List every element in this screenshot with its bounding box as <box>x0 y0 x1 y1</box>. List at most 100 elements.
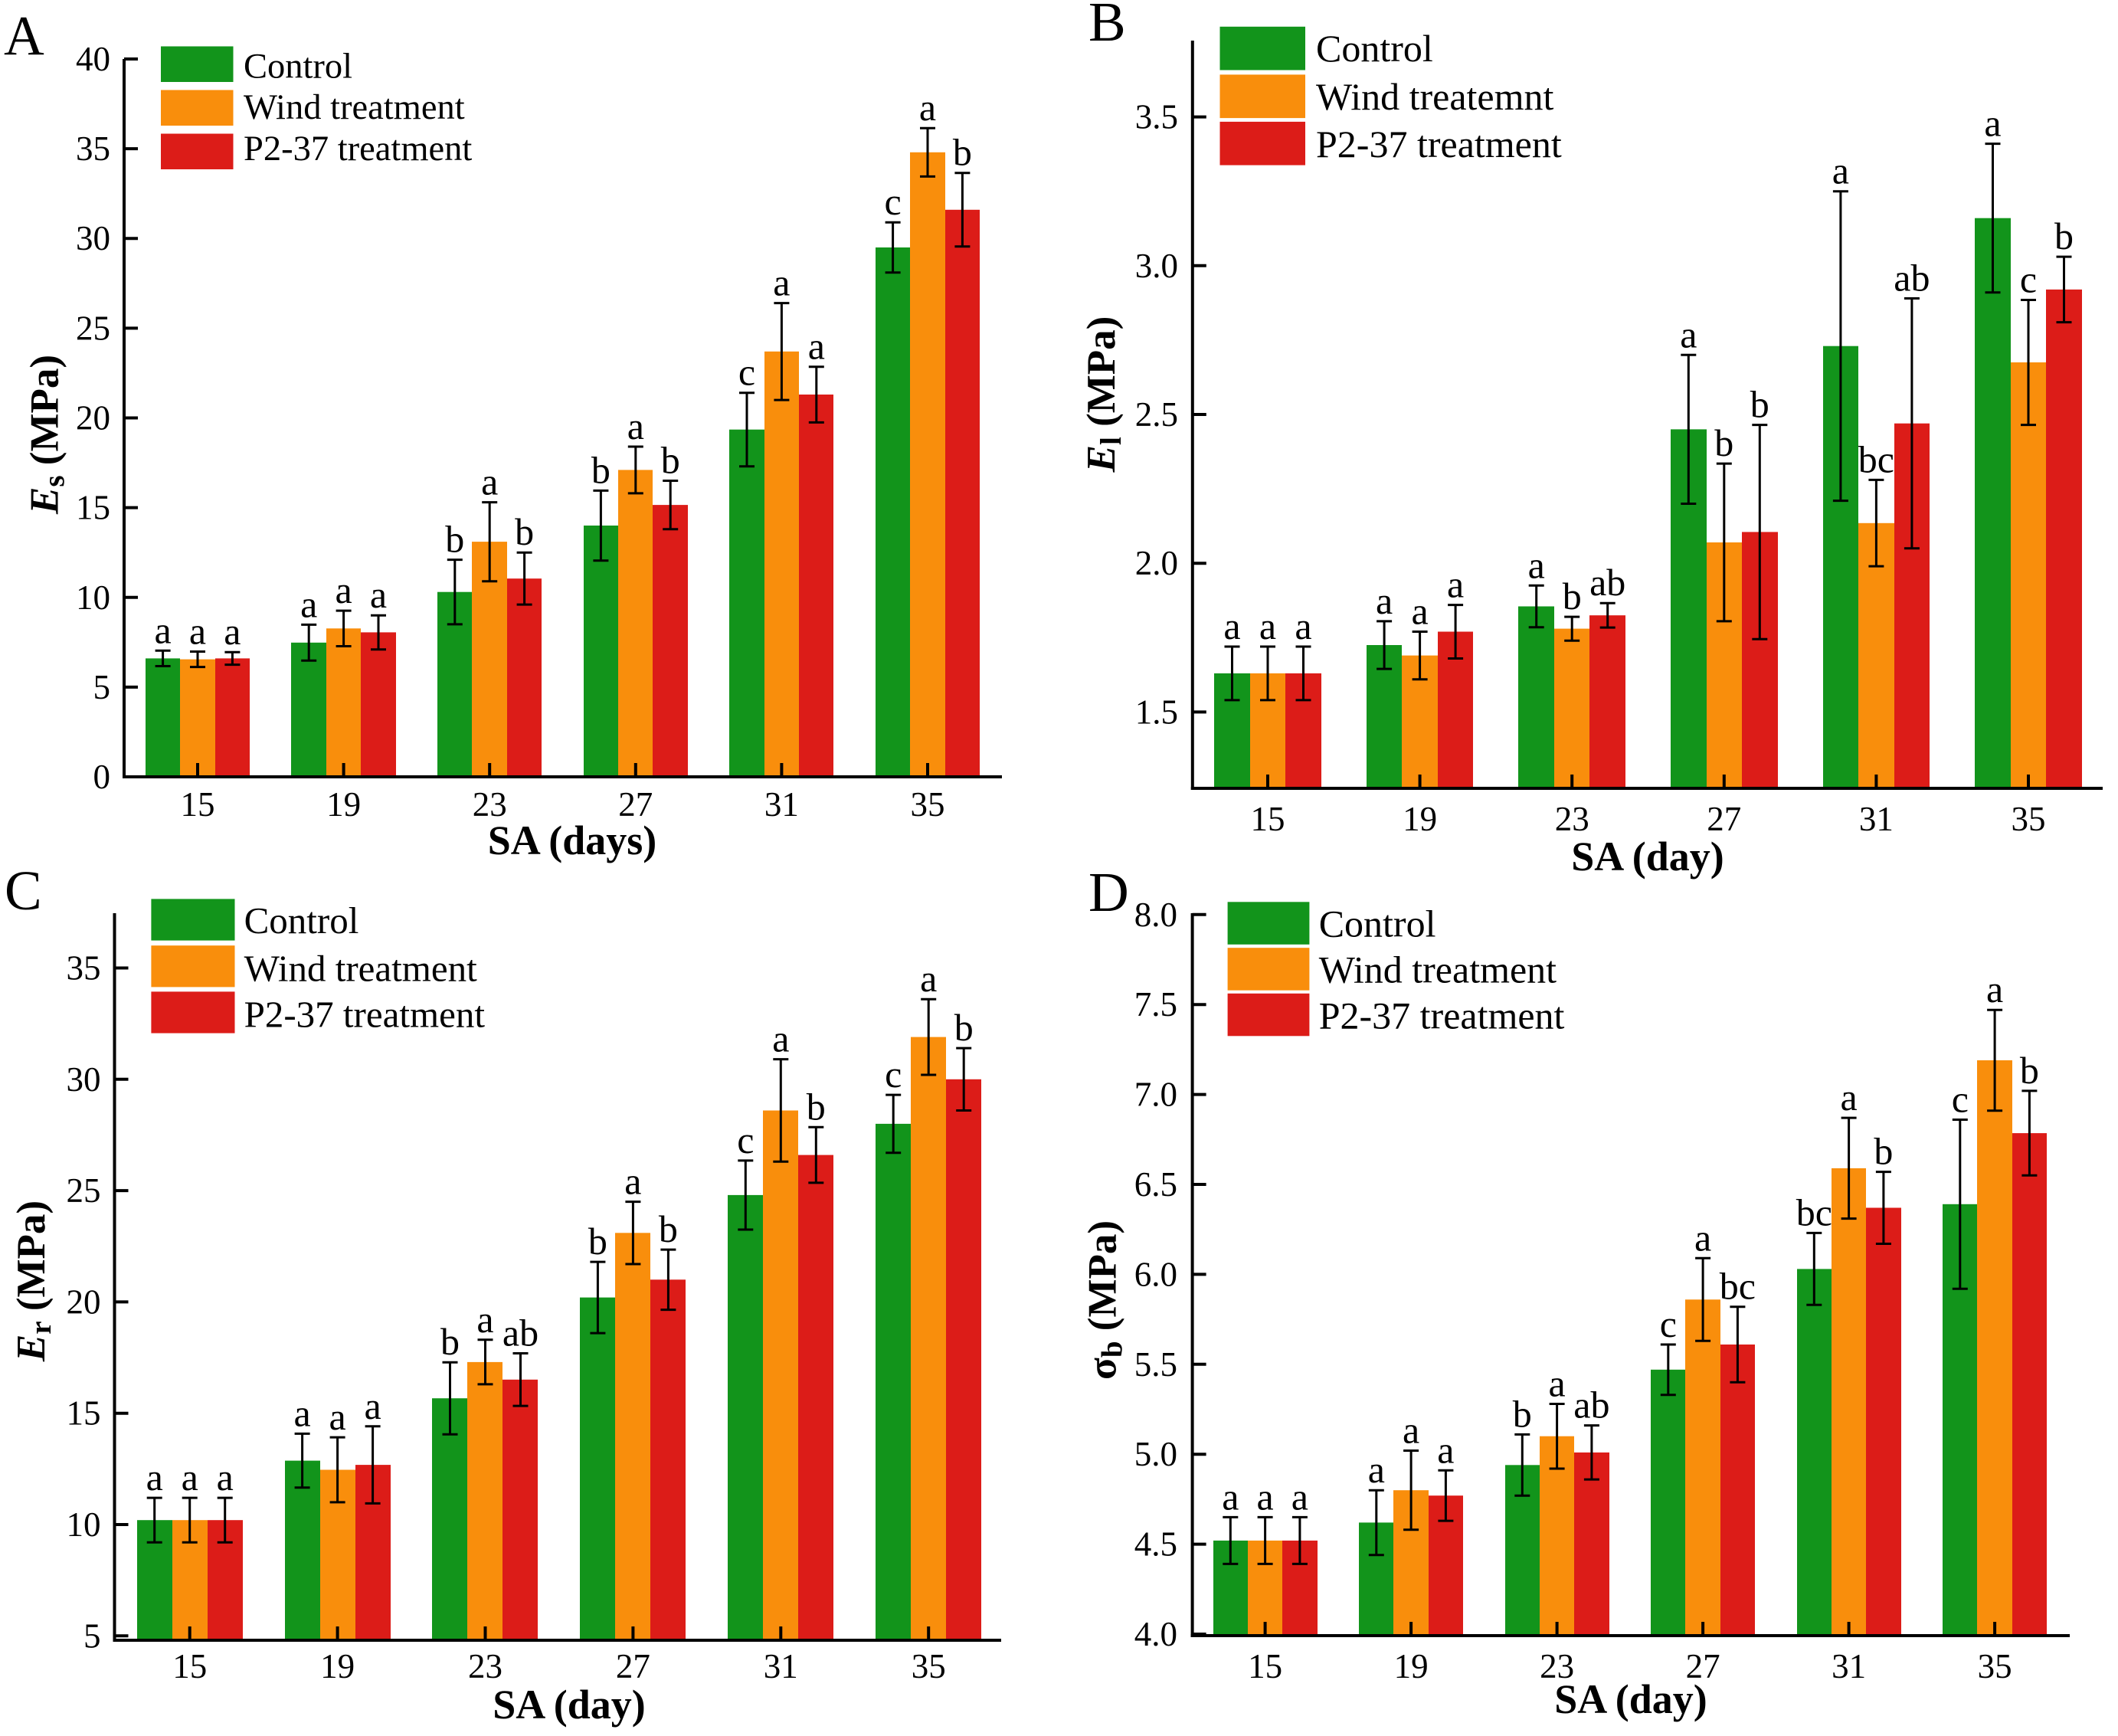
svg-text:30: 30 <box>67 1060 101 1099</box>
svg-text:a: a <box>1528 543 1545 586</box>
svg-text:a: a <box>1437 1428 1454 1471</box>
svg-text:SA (day): SA (day) <box>493 1682 646 1728</box>
svg-text:a: a <box>335 568 352 611</box>
svg-text:b: b <box>661 439 680 482</box>
svg-text:4.0: 4.0 <box>1134 1615 1177 1653</box>
svg-text:a: a <box>182 1456 198 1499</box>
svg-text:23: 23 <box>1555 800 1589 838</box>
svg-text:10: 10 <box>67 1505 101 1544</box>
svg-text:b: b <box>445 518 464 561</box>
svg-text:35: 35 <box>76 129 110 168</box>
svg-text:27: 27 <box>618 785 653 824</box>
svg-text:a: a <box>1222 1475 1239 1518</box>
svg-text:P2-37 treatment: P2-37 treatment <box>244 129 472 169</box>
svg-text:b: b <box>953 131 972 174</box>
svg-text:a: a <box>1984 102 2001 145</box>
svg-text:a: a <box>1832 149 1849 192</box>
svg-text:25: 25 <box>76 309 110 347</box>
svg-text:ab: ab <box>502 1312 539 1354</box>
svg-text:bc: bc <box>1796 1191 1832 1233</box>
svg-text:a: a <box>154 608 171 651</box>
svg-text:B: B <box>1088 0 1126 53</box>
svg-text:35: 35 <box>2012 800 2046 838</box>
svg-text:a: a <box>1368 1448 1385 1491</box>
svg-text:5.5: 5.5 <box>1134 1345 1177 1384</box>
svg-text:Es (MPa): Es (MPa) <box>23 355 71 515</box>
svg-text:Wind treatment: Wind treatment <box>244 88 465 127</box>
svg-text:2.0: 2.0 <box>1135 544 1178 582</box>
svg-text:40: 40 <box>76 40 110 78</box>
svg-text:b: b <box>515 510 534 553</box>
svg-text:c: c <box>1952 1078 1969 1121</box>
svg-text:10: 10 <box>76 578 110 617</box>
svg-text:Control: Control <box>244 47 352 87</box>
svg-text:23: 23 <box>468 1647 502 1685</box>
svg-text:a: a <box>773 261 790 304</box>
svg-text:b: b <box>1874 1130 1893 1173</box>
svg-text:a: a <box>1259 604 1276 647</box>
svg-text:a: a <box>300 582 317 625</box>
svg-text:a: a <box>217 1456 234 1499</box>
svg-text:5: 5 <box>93 668 111 706</box>
svg-text:31: 31 <box>1832 1647 1866 1685</box>
svg-text:b: b <box>954 1006 974 1049</box>
svg-text:Control: Control <box>244 899 359 942</box>
svg-text:35: 35 <box>911 785 945 824</box>
svg-text:35: 35 <box>67 949 101 988</box>
svg-text:SA (day): SA (day) <box>1554 1676 1707 1722</box>
svg-text:a: a <box>1447 563 1464 606</box>
svg-text:σb (MPa): σb (MPa) <box>1080 1220 1128 1380</box>
svg-text:a: a <box>1986 968 2003 1010</box>
svg-text:25: 25 <box>67 1171 101 1210</box>
svg-text:23: 23 <box>473 785 507 824</box>
svg-text:c: c <box>884 180 901 223</box>
svg-text:b: b <box>588 1220 607 1263</box>
svg-text:a: a <box>364 1384 381 1427</box>
svg-text:ab: ab <box>1589 561 1625 604</box>
svg-text:Wind treatment: Wind treatment <box>1319 948 1557 991</box>
svg-text:a: a <box>772 1017 789 1060</box>
svg-text:15: 15 <box>76 489 110 527</box>
svg-text:6.5: 6.5 <box>1134 1165 1177 1204</box>
svg-text:a: a <box>624 1160 641 1203</box>
svg-text:a: a <box>1411 590 1428 633</box>
svg-text:Wind treatemnt: Wind treatemnt <box>1316 75 1553 118</box>
svg-text:8.0: 8.0 <box>1134 896 1177 934</box>
svg-text:35: 35 <box>912 1647 946 1685</box>
svg-text:b: b <box>1750 383 1769 426</box>
svg-text:15: 15 <box>1248 1647 1282 1685</box>
svg-text:SA (days): SA (days) <box>488 817 657 863</box>
svg-text:a: a <box>146 1456 163 1499</box>
svg-text:SA (day): SA (day) <box>1571 834 1724 879</box>
svg-text:b: b <box>1714 421 1733 464</box>
svg-text:a: a <box>1403 1409 1419 1452</box>
svg-text:a: a <box>919 86 936 129</box>
svg-text:a: a <box>1376 579 1393 622</box>
svg-text:27: 27 <box>1686 1647 1720 1685</box>
svg-text:27: 27 <box>616 1647 650 1685</box>
svg-text:15: 15 <box>181 785 215 824</box>
svg-text:0: 0 <box>93 758 111 796</box>
svg-text:A: A <box>4 5 44 67</box>
svg-text:a: a <box>481 460 498 503</box>
svg-text:c: c <box>1660 1302 1677 1345</box>
svg-text:19: 19 <box>320 1647 355 1685</box>
svg-text:a: a <box>1256 1475 1273 1518</box>
svg-text:15: 15 <box>1251 800 1285 838</box>
svg-text:23: 23 <box>1540 1647 1574 1685</box>
svg-text:20: 20 <box>76 399 110 437</box>
svg-text:c: c <box>738 351 755 394</box>
svg-text:27: 27 <box>1707 800 1741 838</box>
svg-text:b: b <box>659 1207 678 1250</box>
svg-text:6.0: 6.0 <box>1134 1255 1177 1293</box>
svg-text:ab: ab <box>1894 257 1930 300</box>
svg-text:a: a <box>1295 604 1311 647</box>
svg-text:a: a <box>224 610 241 653</box>
svg-text:b: b <box>2020 1049 2039 1092</box>
svg-text:19: 19 <box>1403 800 1437 838</box>
svg-text:b: b <box>1563 575 1582 617</box>
svg-text:c: c <box>885 1053 902 1096</box>
svg-text:Er (MPa): Er (MPa) <box>9 1200 57 1362</box>
svg-text:3.0: 3.0 <box>1135 247 1178 285</box>
svg-text:c: c <box>2020 258 2037 301</box>
